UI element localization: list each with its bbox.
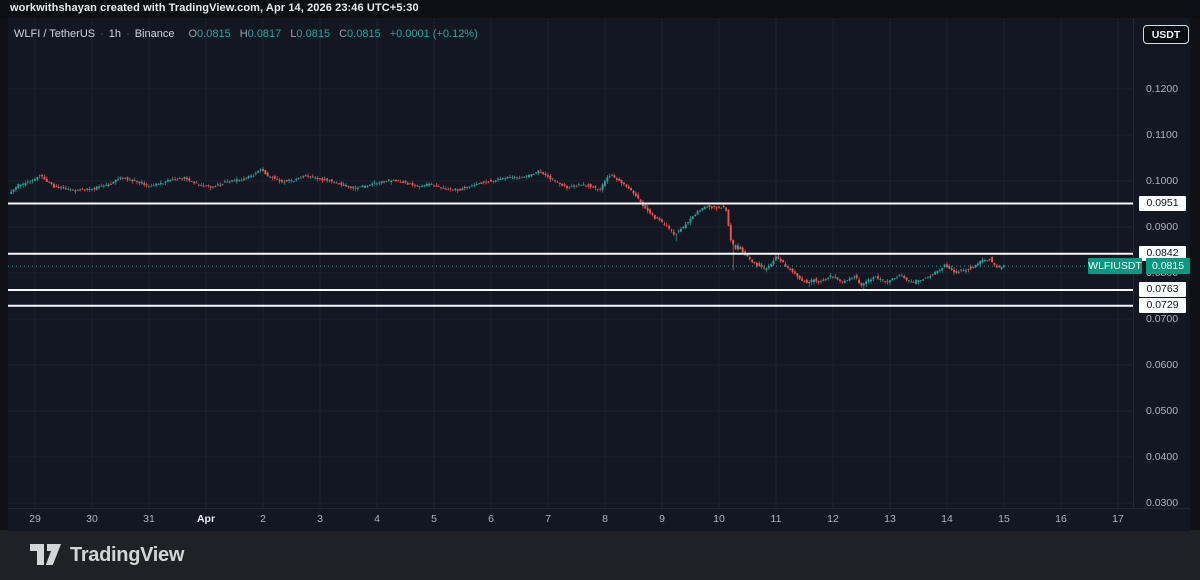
exchange-label: Binance bbox=[134, 28, 175, 40]
time-tick-label: 8 bbox=[602, 513, 608, 525]
legend-separator: · bbox=[126, 28, 130, 40]
time-tick-label: 30 bbox=[86, 513, 98, 525]
price-tick-label: 0.0900 bbox=[1145, 221, 1179, 233]
time-axis[interactable]: 29 30 31 Apr 2 3 4 5 6 7 8 9 10 11 12 13 14 15 16 17 bbox=[8, 508, 1190, 531]
close-label: C bbox=[339, 28, 348, 40]
horizontal-level-lines[interactable] bbox=[8, 202, 1133, 307]
time-tick-label: 15 bbox=[998, 513, 1010, 525]
open-label: O bbox=[188, 28, 198, 40]
level-price-label: 0.0763 bbox=[1139, 282, 1186, 298]
change-value: +0.0001 (+0.12%) bbox=[389, 28, 478, 40]
candles bbox=[10, 166, 1005, 290]
time-tick-label: 4 bbox=[374, 513, 380, 525]
price-chart-canvas[interactable] bbox=[8, 18, 1133, 508]
time-tick-label: 7 bbox=[545, 513, 551, 525]
attribution-bar: workwithshayan created with TradingView.… bbox=[0, 0, 1200, 18]
low-value: 0.0815 bbox=[296, 28, 331, 40]
price-tick-label: 0.0600 bbox=[1145, 359, 1179, 371]
time-tick-label: 29 bbox=[29, 513, 41, 525]
ohlc-readout: O0.0815 H0.0817 L0.0815 C0.0815 bbox=[188, 28, 380, 40]
time-tick-label: 17 bbox=[1112, 513, 1124, 525]
symbol-price-tag: WLFIUSDT bbox=[1088, 258, 1142, 275]
up-candles bbox=[10, 168, 1005, 290]
time-tick-label: 13 bbox=[884, 513, 896, 525]
close-value: 0.0815 bbox=[347, 28, 381, 40]
tradingview-wordmark: TradingView bbox=[70, 543, 185, 566]
attribution-text: workwithshayan created with TradingView.… bbox=[10, 2, 419, 14]
time-tick-label: 12 bbox=[827, 513, 839, 525]
time-tick-label: 5 bbox=[431, 513, 437, 525]
price-tick-label: 0.0300 bbox=[1145, 497, 1179, 509]
time-tick-label: 6 bbox=[488, 513, 494, 525]
watermark-bar: TradingView bbox=[0, 530, 1200, 580]
low-label: L bbox=[290, 28, 297, 40]
time-tick-label: 3 bbox=[317, 513, 323, 525]
currency-toggle-button[interactable]: USDT bbox=[1143, 25, 1189, 44]
legend-separator: · bbox=[100, 28, 104, 40]
level-price-label: 0.0729 bbox=[1139, 297, 1186, 313]
time-tick-label: 9 bbox=[659, 513, 665, 525]
down-candles bbox=[41, 166, 1001, 288]
time-tick-label: 14 bbox=[941, 513, 953, 525]
time-tick-label: 10 bbox=[713, 513, 725, 525]
time-tick-label: 16 bbox=[1055, 513, 1067, 525]
price-tick-label: 0.0700 bbox=[1145, 313, 1179, 325]
level-price-label: 0.0842 bbox=[1139, 245, 1186, 261]
price-tick-label: 0.1100 bbox=[1146, 129, 1178, 141]
time-tick-label: 31 bbox=[143, 513, 155, 525]
chart-panel: WLFI / TetherUS · 1h · Binance O0.0815 H… bbox=[8, 18, 1191, 531]
price-tick-label: 0.0500 bbox=[1145, 405, 1179, 417]
interval-label[interactable]: 1h bbox=[108, 28, 122, 40]
symbol-name[interactable]: WLFI / TetherUS bbox=[14, 28, 96, 40]
level-price-label: 0.0951 bbox=[1139, 195, 1186, 211]
high-label: H bbox=[239, 28, 248, 40]
high-value: 0.0817 bbox=[247, 28, 282, 40]
price-tick-label: 0.1000 bbox=[1145, 175, 1179, 187]
symbol-legend[interactable]: WLFI / TetherUS · 1h · Binance O0.0815 H… bbox=[14, 26, 478, 42]
tradingview-logo-icon bbox=[30, 544, 61, 565]
open-value: 0.0815 bbox=[197, 28, 231, 40]
last-price-tag: 0.0815 bbox=[1146, 258, 1190, 275]
price-tick-label: 0.1200 bbox=[1145, 83, 1179, 95]
time-tick-label: Apr bbox=[196, 513, 216, 525]
time-tick-label: 11 bbox=[770, 513, 782, 525]
price-axis[interactable]: 0.12000.11000.10000.09000.08000.07000.06… bbox=[1133, 18, 1191, 509]
tradingview-logo[interactable]: TradingView bbox=[30, 544, 184, 567]
grid-lines bbox=[8, 18, 1133, 508]
time-tick-label: 2 bbox=[260, 513, 266, 525]
price-tick-label: 0.0400 bbox=[1145, 451, 1179, 463]
